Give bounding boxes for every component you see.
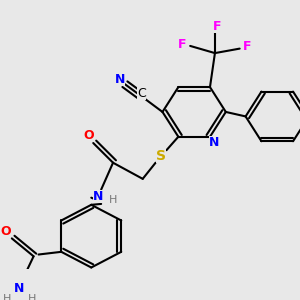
Text: S: S [155,149,166,164]
Text: N: N [14,282,24,295]
Text: O: O [1,225,11,238]
Text: H: H [27,294,36,300]
Text: C: C [137,87,146,100]
Text: O: O [83,129,94,142]
Text: N: N [93,190,104,203]
Text: F: F [178,38,187,51]
Text: F: F [243,40,252,53]
Text: H: H [3,294,11,300]
Text: N: N [209,136,219,148]
Text: F: F [213,20,221,33]
Text: N: N [115,73,125,86]
Text: H: H [109,195,117,205]
